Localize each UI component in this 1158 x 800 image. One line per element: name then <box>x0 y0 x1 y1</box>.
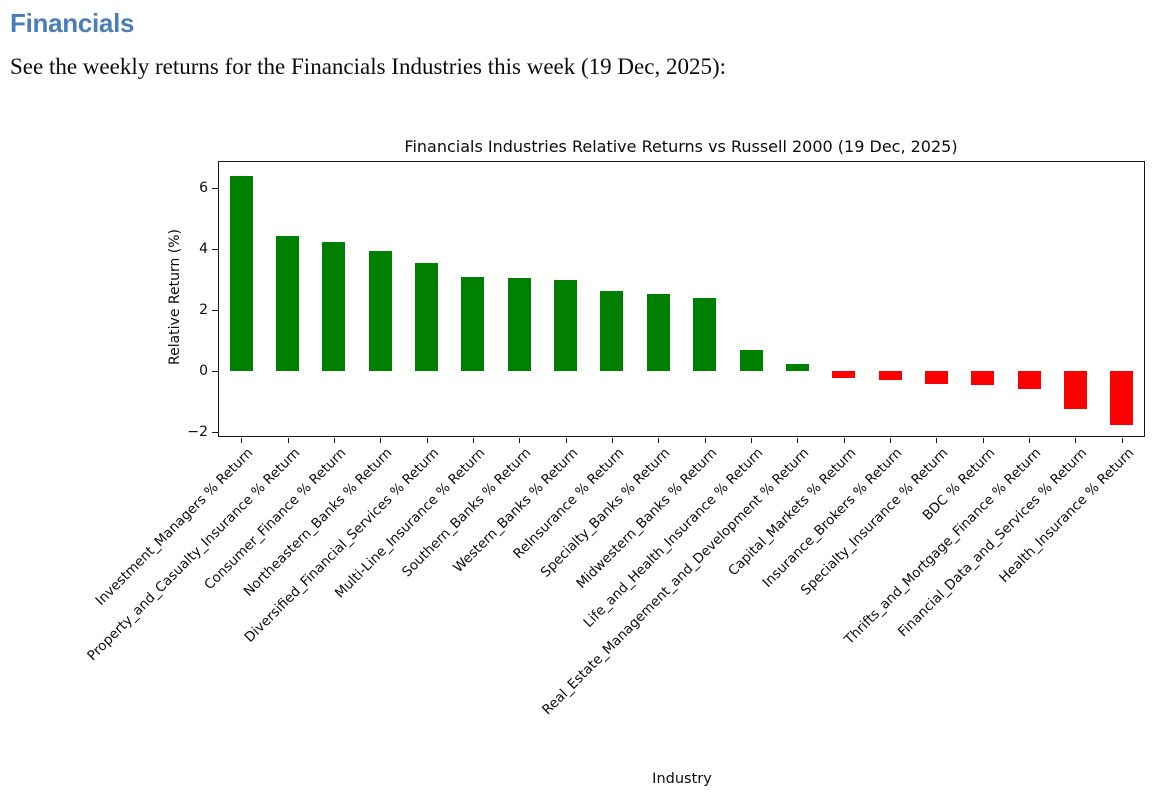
y-tick-label: −2 <box>187 424 208 441</box>
bar-9 <box>600 290 624 372</box>
x-tick-label-18: Thrifts_and_Mortgage_Finance % Return <box>841 445 1045 648</box>
bar-13 <box>785 363 809 372</box>
x-tick <box>241 438 243 443</box>
bar-4 <box>368 250 392 372</box>
bar-10 <box>646 293 670 372</box>
bar-2 <box>276 236 300 372</box>
bar-14 <box>832 371 856 379</box>
y-tick-label: 2 <box>199 302 208 319</box>
y-tick-label: 4 <box>199 241 208 258</box>
page-subtitle: See the weekly returns for the Financial… <box>10 54 726 79</box>
bar-5 <box>415 262 439 372</box>
y-tick-label: 0 <box>199 363 208 380</box>
x-tick <box>751 438 753 443</box>
bar-12 <box>739 350 763 372</box>
chart-title: Financials Industries Relative Returns v… <box>404 137 958 156</box>
x-tick <box>472 438 474 443</box>
y-tick <box>212 187 218 189</box>
x-tick <box>426 438 428 443</box>
bar-20 <box>1110 371 1134 426</box>
bar-16 <box>924 371 948 384</box>
x-tick <box>704 438 706 443</box>
bar-1 <box>229 175 253 372</box>
bar-18 <box>1017 371 1041 389</box>
x-tick <box>890 438 892 443</box>
bar-19 <box>1063 371 1087 410</box>
plot-area <box>218 161 1145 437</box>
bar-3 <box>322 242 346 372</box>
y-tick <box>212 309 218 311</box>
x-axis-label: Industry <box>652 771 712 787</box>
x-tick <box>1075 438 1077 443</box>
x-tick <box>843 438 845 443</box>
bar-15 <box>878 371 902 381</box>
page-title: Financials <box>10 8 135 38</box>
x-tick <box>287 438 289 443</box>
bar-11 <box>693 297 717 372</box>
x-tick <box>1121 438 1123 443</box>
x-tick <box>658 438 660 443</box>
x-tick <box>1029 438 1031 443</box>
y-tick <box>212 370 218 372</box>
bar-8 <box>554 280 578 372</box>
x-tick <box>380 438 382 443</box>
x-tick <box>982 438 984 443</box>
x-tick <box>936 438 938 443</box>
y-tick <box>212 248 218 250</box>
bar-7 <box>507 278 531 372</box>
y-tick-label: 6 <box>199 180 208 197</box>
x-tick <box>611 438 613 443</box>
x-tick <box>333 438 335 443</box>
bar-6 <box>461 276 485 372</box>
x-tick <box>797 438 799 443</box>
bar-17 <box>971 371 995 385</box>
x-tick <box>565 438 567 443</box>
x-tick <box>519 438 521 443</box>
y-tick <box>212 431 218 433</box>
